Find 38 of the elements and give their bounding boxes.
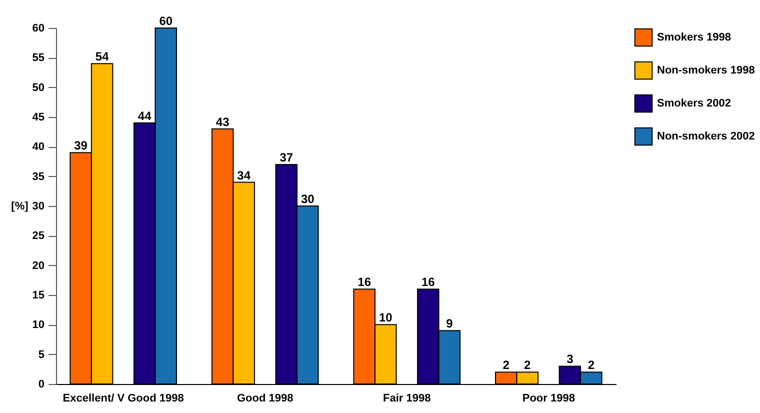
data-label: 2 (502, 358, 510, 372)
legend-label: Non-smokers 1998 (657, 64, 755, 76)
legend-label: Smokers 2002 (657, 98, 731, 110)
y-tick-label: 20 (32, 260, 44, 272)
y-tick-label: 30 (32, 200, 44, 212)
y-tick-label: 25 (32, 230, 44, 242)
legend-label: Smokers 1998 (657, 32, 731, 44)
data-label: 2 (524, 358, 532, 372)
y-tick-label: 60 (32, 22, 44, 34)
y-tick-label: 45 (32, 112, 44, 124)
data-label: 16 (421, 275, 436, 290)
x-tick-label: Fair 1998 (383, 392, 431, 404)
data-label: 54 (95, 50, 110, 64)
y-tick-label: 5 (38, 348, 44, 361)
x-tick-label: Excellent/ V Good 1998 (62, 392, 184, 404)
data-label: 43 (216, 114, 230, 129)
data-label: 30 (300, 192, 315, 206)
data-label: 16 (358, 275, 372, 290)
data-label: 37 (280, 150, 294, 164)
y-tick-label: 15 (32, 290, 44, 302)
data-label: 9 (446, 316, 454, 331)
y-tick-label: 0 (38, 378, 44, 390)
y-tick-label: 10 (32, 319, 44, 332)
legend-label: Non-smokers 2002 (657, 130, 755, 142)
y-tick-label: 50 (32, 82, 44, 94)
y-tick-label: 55 (32, 52, 44, 64)
data-label: 39 (74, 138, 88, 153)
y-tick-label: 40 (32, 141, 44, 154)
y-tick-label: 35 (32, 170, 44, 183)
data-label: 10 (378, 310, 393, 325)
x-tick-label: Poor 1998 (522, 392, 575, 404)
y-axis-title: [%] (11, 200, 29, 212)
data-label: 34 (237, 168, 251, 182)
data-label: 3 (566, 352, 574, 366)
data-label: 2 (588, 358, 595, 372)
data-label: 44 (138, 108, 152, 123)
data-label: 60 (159, 14, 173, 28)
x-tick-label: Good 1998 (236, 392, 294, 404)
